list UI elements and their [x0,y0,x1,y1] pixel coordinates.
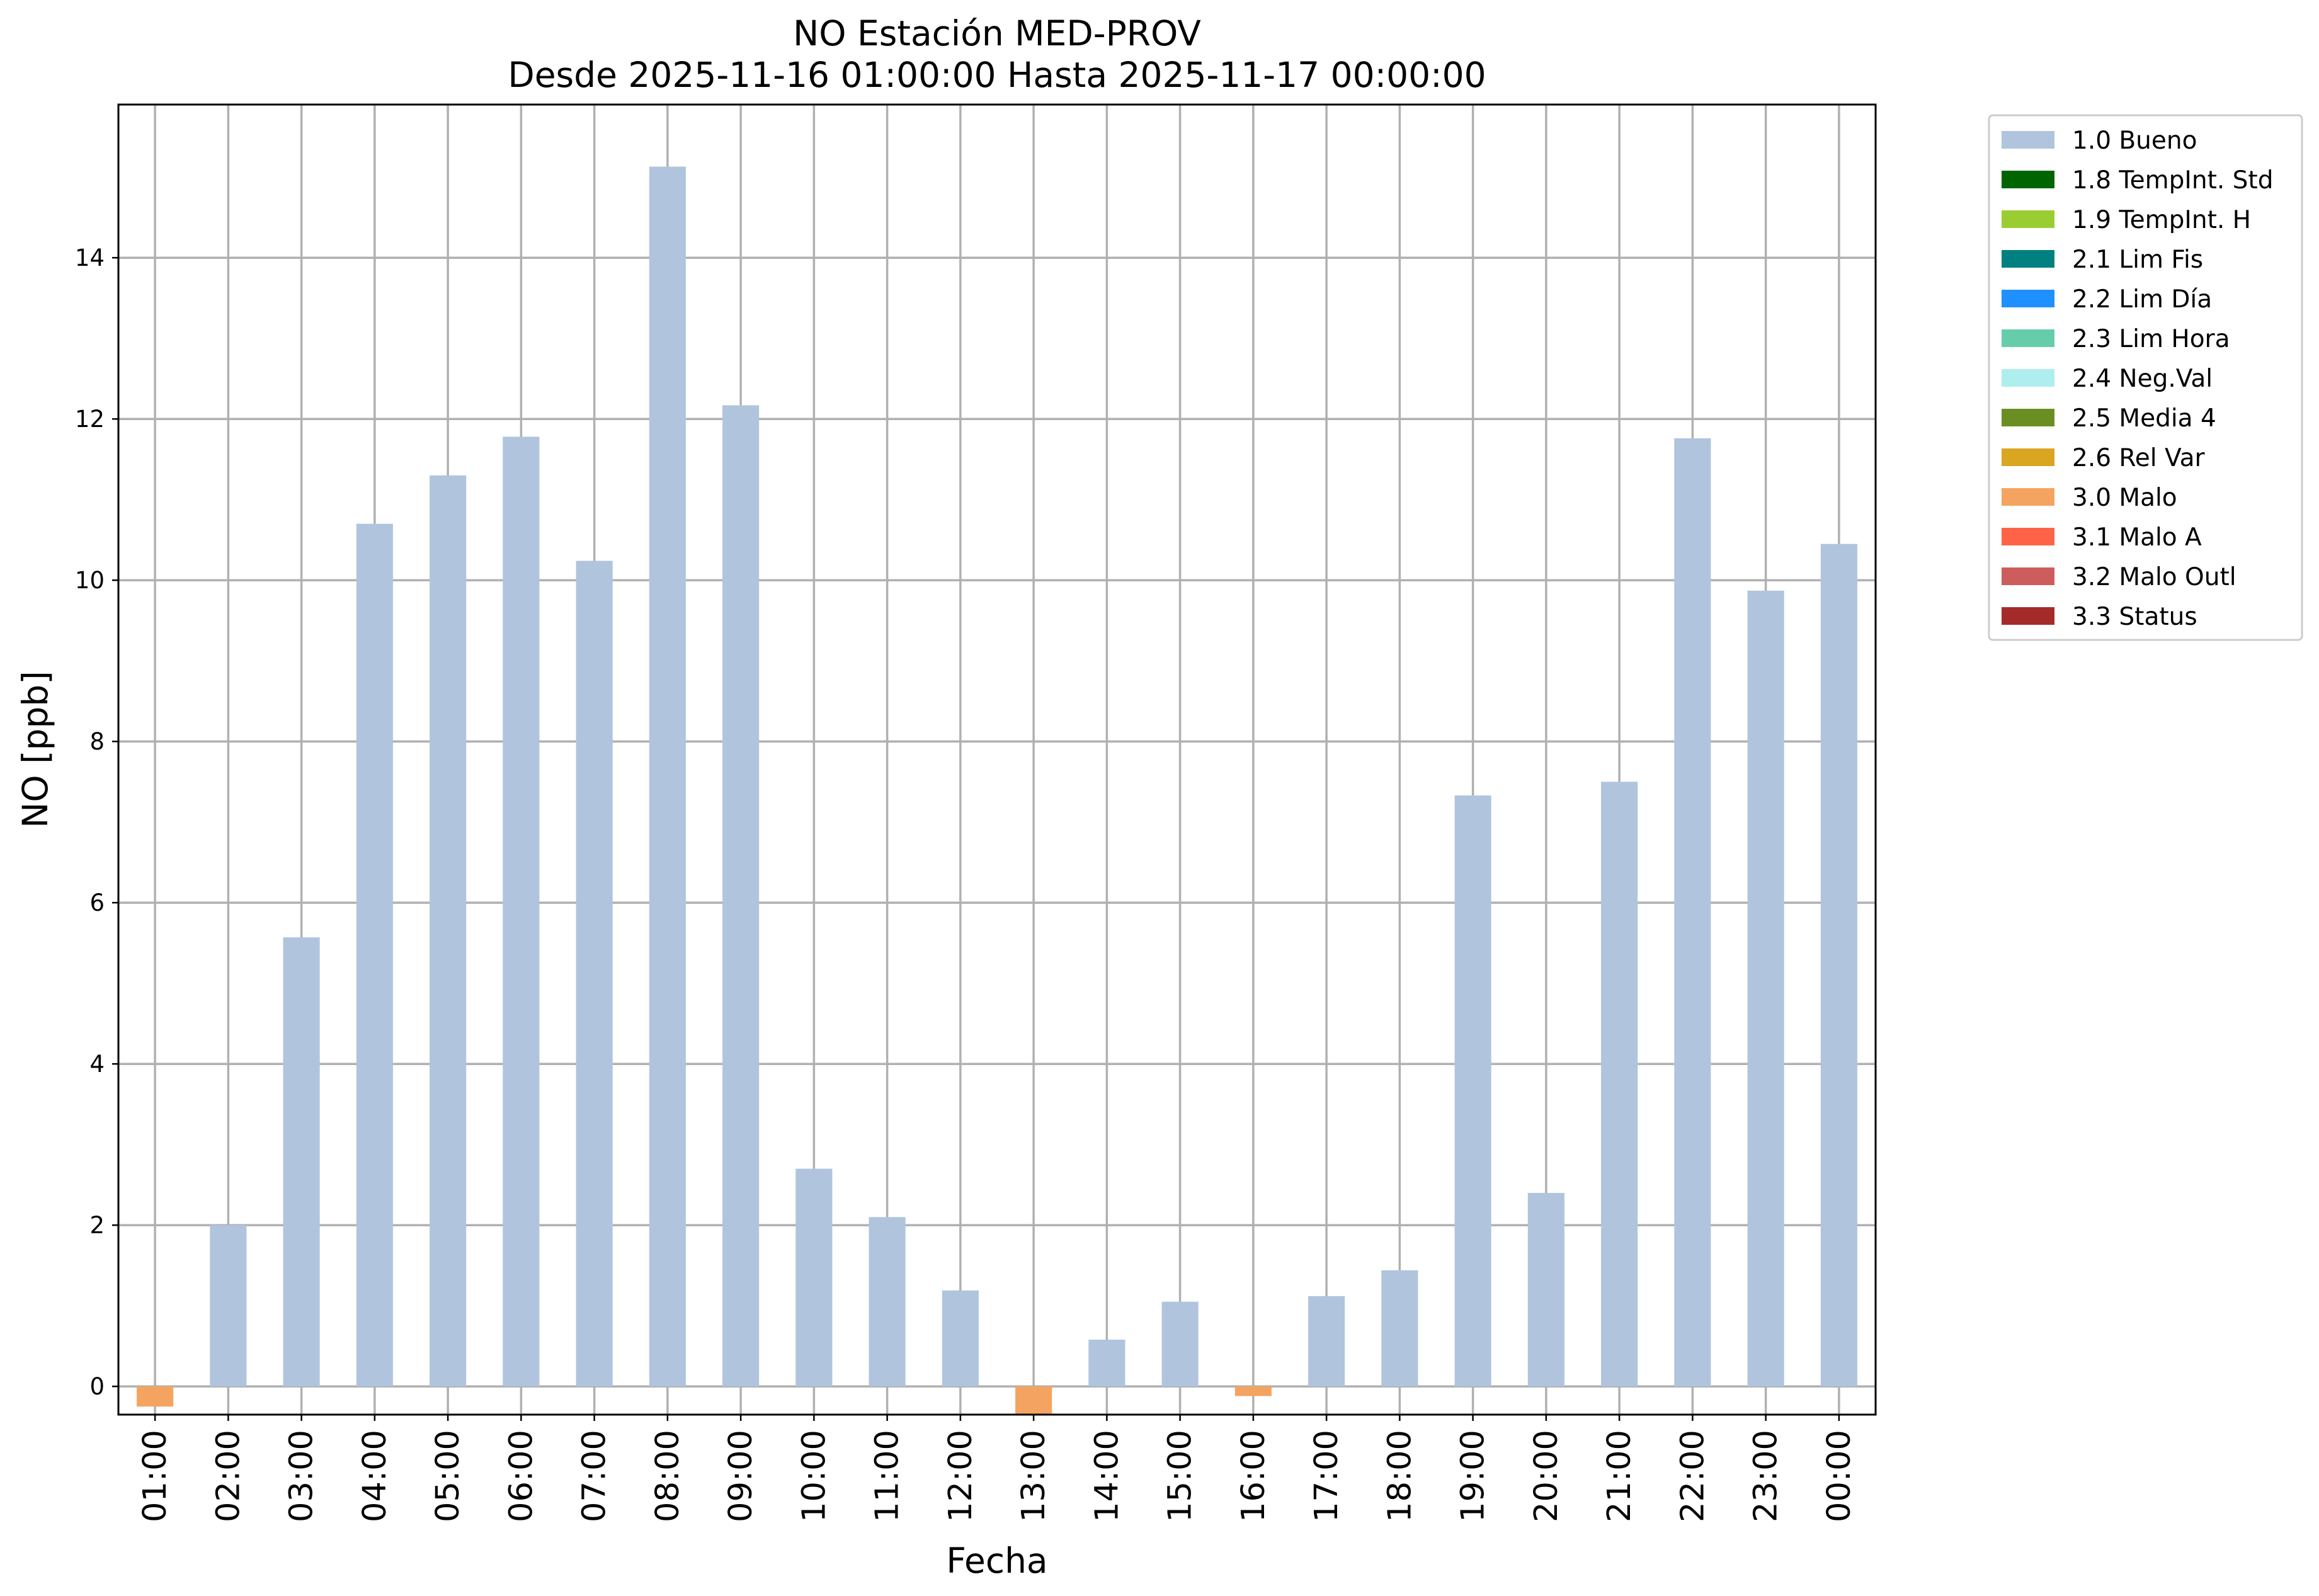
bar-2000 [1527,1193,1564,1387]
y-tick-label: 4 [89,1051,105,1078]
y-tick-label: 6 [89,889,105,916]
x-tick-label: 05:00 [430,1430,467,1522]
x-tick-label: 01:00 [137,1430,174,1522]
bar-0100 [137,1386,174,1407]
y-tick-label: 10 [75,567,105,594]
x-tick-label: 08:00 [649,1430,687,1522]
x-tick-label: 03:00 [283,1430,321,1522]
x-tick-label: 12:00 [942,1430,979,1522]
legend-label: 2.1 Lim Fis [2072,246,2203,274]
bar-1100 [869,1217,906,1387]
x-tick-label: 13:00 [1015,1430,1052,1522]
axis-ticks: 0 2 4 6 8 10 12 14 01:00 02:00 03:00 04:00 05:00 06:0… [75,244,1858,1522]
y-tick-label: 8 [89,728,105,755]
legend-swatch [2002,448,2054,466]
bar-1800 [1381,1270,1418,1387]
legend-label: 1.9 TempInt. H [2072,206,2251,234]
bar-2100 [1601,782,1638,1387]
x-tick-label: 06:00 [503,1430,540,1522]
x-tick-label: 04:00 [356,1430,394,1522]
x-tick-label: 07:00 [576,1430,613,1522]
x-tick-label: 15:00 [1162,1430,1199,1522]
bar-0700 [576,561,613,1387]
bar-1300 [1015,1386,1052,1415]
x-axis-label: Fecha [946,1541,1047,1581]
bar-1600 [1234,1386,1272,1396]
x-tick-label: 02:00 [210,1430,247,1522]
bar-0500 [430,475,467,1387]
legend-swatch [2002,369,2054,387]
bar-1000 [795,1168,833,1387]
legend-label: 2.2 Lim Día [2072,285,2212,314]
y-tick-label: 2 [89,1212,105,1239]
bar-0000 [1820,544,1857,1387]
legend-swatch [2002,131,2054,149]
bar-2200 [1674,438,1711,1387]
legend-label: 2.5 Media 4 [2072,404,2216,433]
y-tick-label: 14 [75,244,105,271]
bar-0200 [210,1225,247,1387]
plot-frame [117,103,1877,1416]
bar-1500 [1161,1301,1199,1387]
legend-swatch [2002,171,2054,188]
x-tick-label: 22:00 [1674,1430,1711,1522]
legend-label: 2.6 Rel Var [2072,444,2206,472]
x-tick-label: 00:00 [1821,1430,1858,1522]
legend-swatch [2002,250,2054,268]
x-tick-label: 11:00 [869,1430,906,1522]
bar-0800 [649,166,686,1387]
x-tick-label: 14:00 [1088,1430,1125,1522]
bar-1400 [1088,1339,1125,1387]
y-tick-label: 12 [75,406,105,433]
bar-0400 [356,523,393,1387]
bars [137,166,1857,1415]
y-tick-label: 0 [89,1373,105,1400]
x-tick-label: 20:00 [1528,1430,1565,1522]
legend-label: 2.4 Neg.Val [2072,365,2213,393]
legend-label: 3.1 Malo A [2072,523,2202,552]
legend-label: 1.8 TempInt. Std [2072,166,2273,195]
legend-swatch [2002,528,2054,545]
legend-box [1988,114,2303,641]
legend-label: 3.0 Malo [2072,484,2177,512]
x-tick-label: 17:00 [1308,1430,1345,1522]
chart-title: NO Estación MED-PROV [793,13,1201,54]
legend-swatch [2002,290,2054,307]
x-tick-label: 19:00 [1455,1430,1492,1522]
x-tick-label: 21:00 [1601,1430,1638,1522]
x-tick-label: 09:00 [722,1430,760,1522]
legend-swatch [2002,607,2054,625]
legend-swatch [2002,210,2054,228]
x-tick-label: 16:00 [1235,1430,1272,1522]
legend-swatch [2002,409,2054,426]
bar-0900 [722,405,760,1387]
legend-swatch [2002,567,2054,585]
legend-label: 2.3 Lim Hora [2072,325,2230,353]
x-tick-label: 18:00 [1381,1430,1418,1522]
legend-label: 3.2 Malo Outl [2072,563,2236,591]
legend-items: 1.0 Bueno 1.8 TempInt. Std 1.9 TempInt. H 2… [2002,127,2273,631]
bar-1200 [942,1290,979,1387]
legend-label: 3.3 Status [2072,603,2197,631]
bar-1700 [1308,1296,1345,1387]
legend-swatch [2002,488,2054,506]
legend-swatch [2002,329,2054,347]
y-axis-label: NO [ppb] [15,671,55,828]
bar-0300 [283,937,320,1387]
chart-subtitle: Desde 2025-11-16 01:00:00 Hasta 2025-11-… [508,55,1486,95]
x-tick-label: 23:00 [1748,1430,1785,1522]
legend: 1.0 Bueno 1.8 TempInt. Std 1.9 TempInt. H 2… [1988,114,2303,641]
bar-2300 [1747,590,1784,1387]
bar-0600 [503,436,540,1387]
x-tick-label: 10:00 [795,1430,833,1522]
legend-label: 1.0 Bueno [2072,127,2197,155]
plot-area: 0 2 4 6 8 10 12 14 01:00 02:00 03:00 04:00 05:00 06:0… [75,103,1877,1522]
bar-1900 [1454,795,1491,1387]
